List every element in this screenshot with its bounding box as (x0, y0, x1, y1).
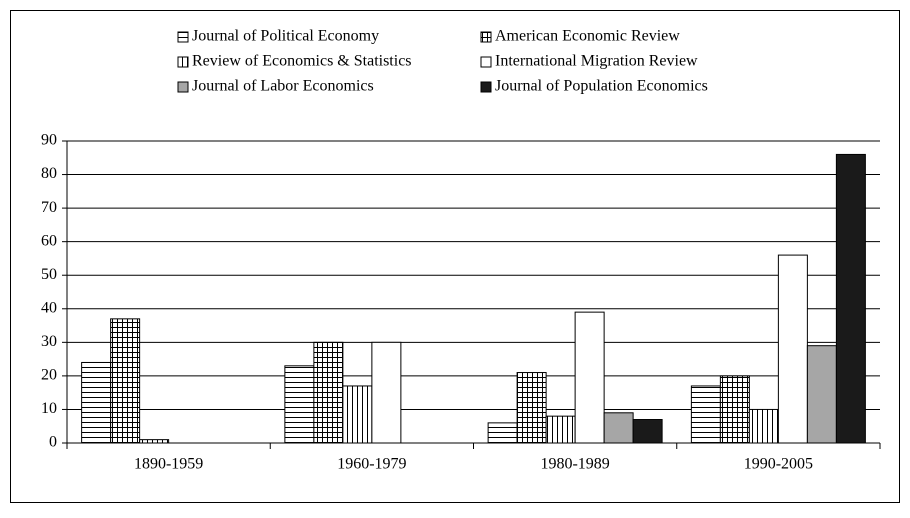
y-tick-label: 80 (41, 165, 57, 182)
bar (748, 408, 779, 444)
y-tick-label: 30 (41, 333, 57, 350)
bar (777, 254, 808, 444)
bar (313, 341, 344, 444)
bar (632, 419, 663, 444)
x-tick-label: 1980-1989 (540, 456, 609, 473)
bar (139, 439, 170, 444)
bar (371, 341, 402, 444)
legend-swatch (480, 56, 492, 68)
bar (835, 153, 866, 444)
y-tick-label: 10 (41, 400, 57, 417)
legend-label: Review of Economics & Statistics (192, 53, 412, 70)
bar (690, 385, 721, 444)
bar (806, 345, 837, 444)
y-tick-label: 40 (41, 299, 57, 316)
y-tick-label: 60 (41, 232, 57, 249)
bar (110, 318, 141, 444)
legend-swatch (480, 81, 492, 93)
y-tick-label: 0 (49, 434, 57, 451)
legend-swatch (177, 81, 189, 93)
x-tick-label: 1990-2005 (744, 456, 813, 473)
legend-label: International Migration Review (495, 53, 698, 70)
bar (516, 372, 547, 444)
legend-swatch (177, 56, 189, 68)
legend-swatch (177, 31, 189, 43)
legend-swatch (480, 31, 492, 43)
bar (487, 422, 518, 444)
y-tick-label: 90 (41, 132, 57, 149)
x-tick-label: 1960-1979 (337, 456, 406, 473)
bar (719, 375, 750, 444)
bar (545, 415, 576, 444)
legend-label: Journal of Labor Economics (192, 78, 374, 95)
bar (342, 385, 373, 444)
x-tick-label: 1890-1959 (134, 456, 203, 473)
bar (574, 311, 605, 444)
bar (284, 365, 315, 444)
legend-label: Journal of Political Economy (192, 28, 379, 45)
legend-label: Journal of Population Economics (495, 78, 708, 95)
y-tick-label: 20 (41, 367, 57, 384)
bar (603, 412, 634, 444)
y-tick-label: 50 (41, 266, 57, 283)
y-tick-label: 70 (41, 199, 57, 216)
bar (81, 361, 112, 444)
chart-border (10, 10, 900, 503)
legend-label: American Economic Review (495, 28, 680, 45)
